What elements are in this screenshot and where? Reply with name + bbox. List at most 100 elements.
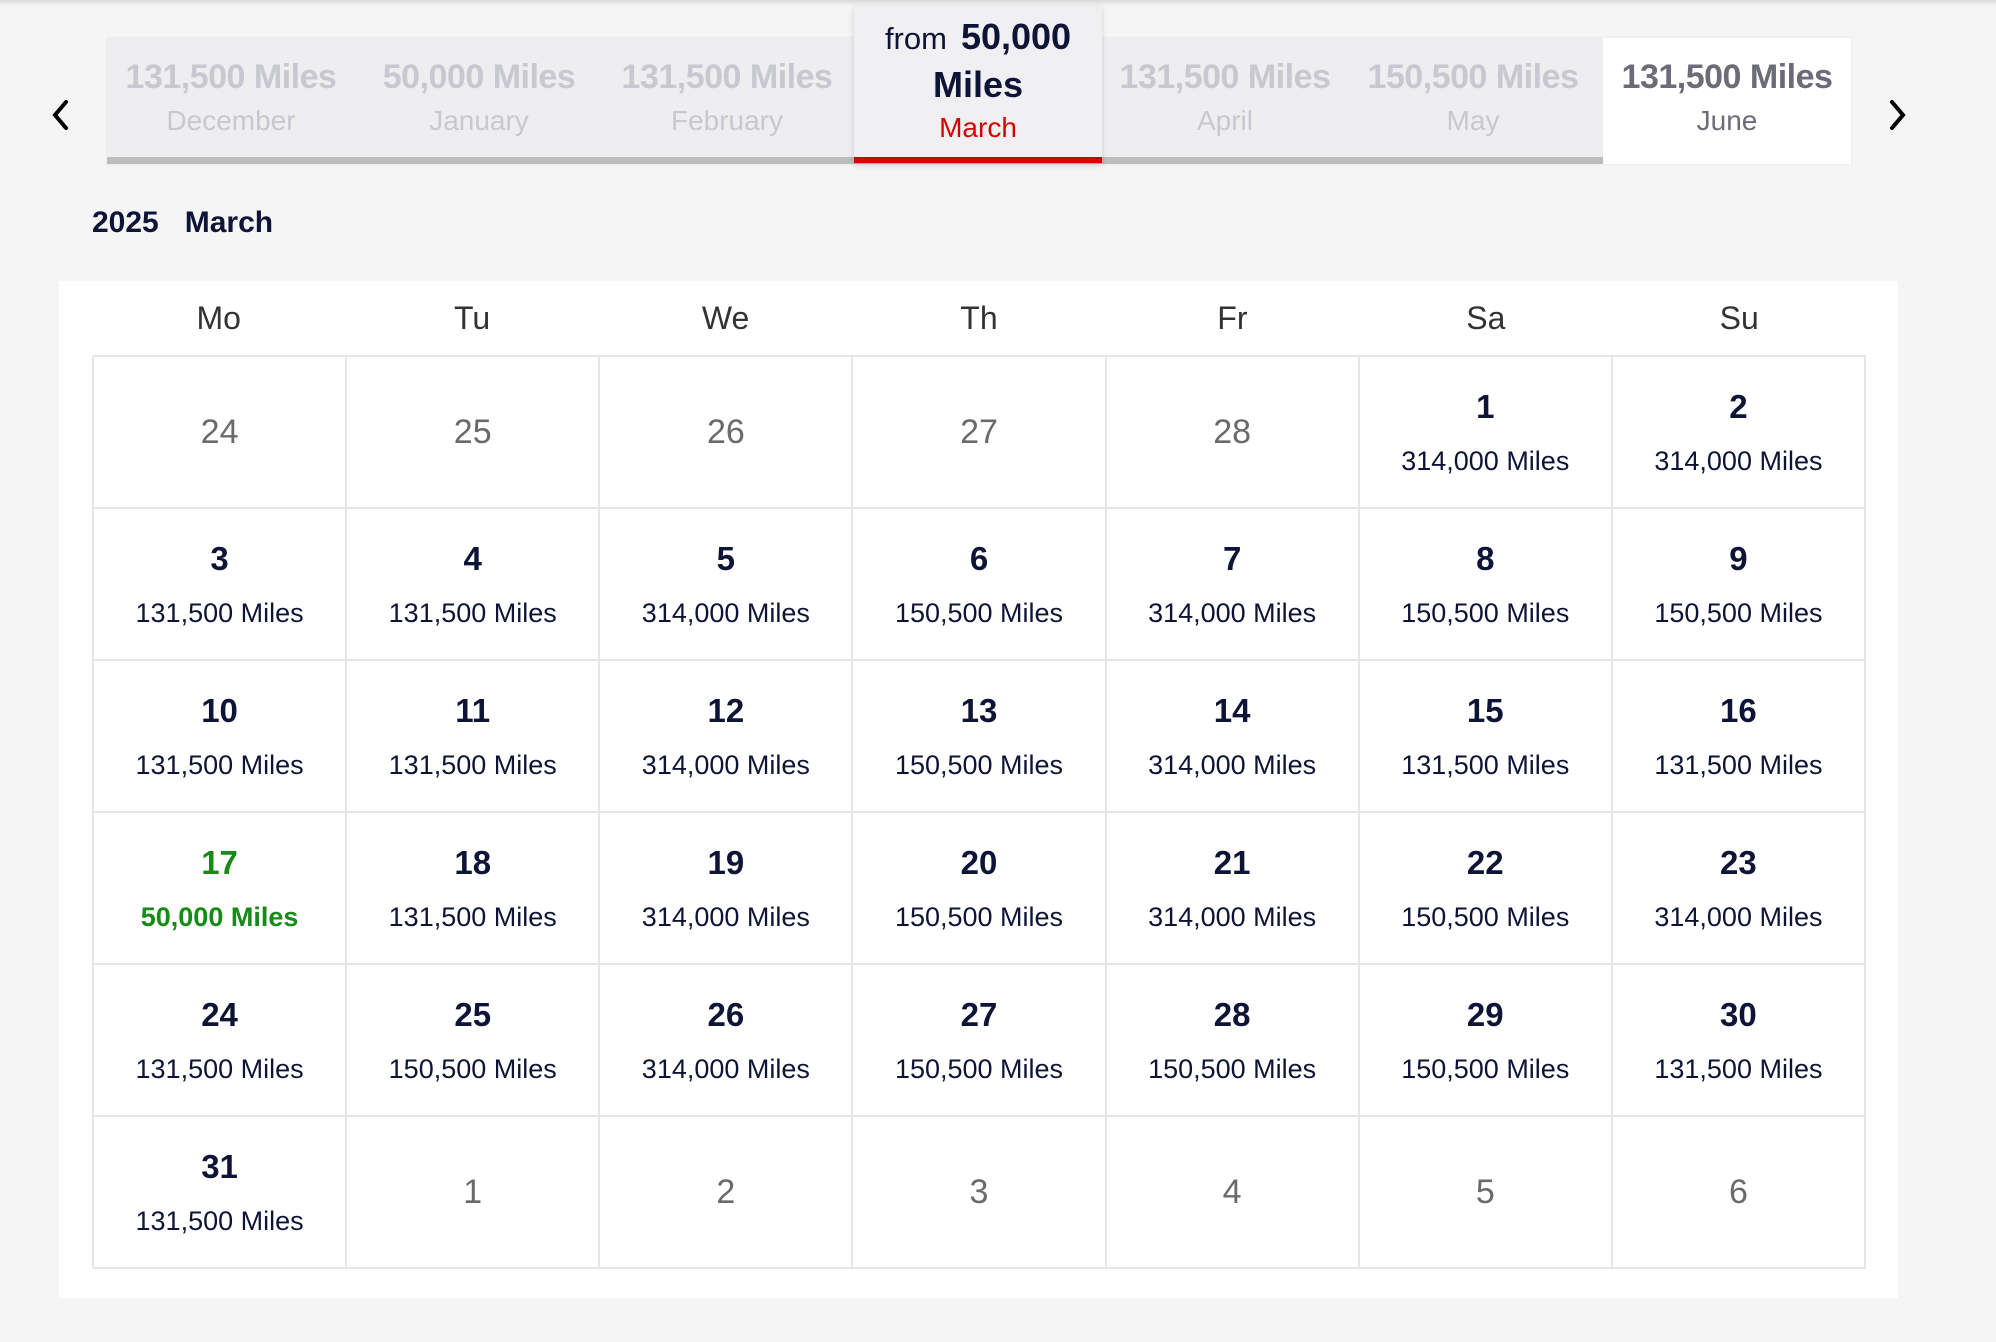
tab-january[interactable]: 50,000 Miles January [355,38,603,157]
calendar-day[interactable]: 30 131,500 Miles [1612,965,1866,1117]
day-miles-price: 131,500 Miles [135,597,304,628]
calendar-day[interactable]: 11 131,500 Miles [347,661,601,813]
calendar-day[interactable]: 20 150,500 Miles [853,813,1107,965]
day-number: 17 [201,843,238,881]
day-number: 31 [201,1147,238,1185]
tab-june[interactable]: 131,500 Miles June [1603,38,1851,164]
calendar-day[interactable]: 27 150,500 Miles [853,965,1107,1117]
day-number: 10 [201,691,238,729]
calendar-day[interactable]: 23 314,000 Miles [1612,813,1866,965]
active-tab-prefix: from [884,21,947,56]
day-number: 24 [201,995,238,1033]
tab-may[interactable]: 150,500 Miles May [1349,38,1597,157]
calendar-day[interactable]: 13 150,500 Miles [853,661,1107,813]
day-miles-price: 150,500 Miles [1148,1053,1317,1084]
calendar-day[interactable]: 26 314,000 Miles [600,965,854,1117]
calendar-day[interactable]: 22 150,500 Miles [1359,813,1613,965]
calendar-day[interactable]: 7 314,000 Miles [1106,509,1360,661]
tab-december[interactable]: 131,500 Miles December [107,38,355,157]
day-number: 15 [1466,691,1504,729]
day-miles-price: 150,500 Miles [388,1053,557,1084]
active-tab-amount: 50,000 [960,16,1072,57]
calendar-day[interactable]: 29 150,500 Miles [1359,965,1613,1117]
calendar-day[interactable]: 14 314,000 Miles [1106,661,1360,813]
day-number: 30 [1720,995,1757,1033]
calendar-day[interactable]: 3 131,500 Miles [94,509,348,661]
tab-march-active[interactable]: from 50,000 Miles March [854,6,1102,163]
day-miles-price: 131,500 Miles [388,749,557,780]
next-months-button[interactable] [1878,92,1918,138]
calendar-day-outside-month: 28 [1106,357,1360,509]
calendar-day[interactable]: 24 131,500 Miles [94,965,348,1117]
day-miles-price: 150,500 Miles [894,597,1064,628]
day-miles-price: 131,500 Miles [135,749,304,780]
tab-month: June [1696,105,1758,136]
day-number: 5 [716,539,736,577]
tab-miles: 131,500 Miles [125,58,337,96]
day-number: 18 [454,843,492,881]
calendar-day[interactable]: 1 314,000 Miles [1359,357,1613,509]
calendar-day[interactable]: 2 314,000 Miles [1612,357,1866,509]
calendar-day[interactable]: 4 131,500 Miles [347,509,601,661]
tab-miles: 131,500 Miles [1119,58,1331,96]
calendar-day[interactable]: 16 131,500 Miles [1612,661,1866,813]
day-miles-price: 131,500 Miles [388,597,557,628]
day-number: 28 [1213,995,1251,1033]
day-number: 3 [969,1172,989,1211]
day-number: 4 [463,539,482,577]
calendar-day[interactable]: 10 131,500 Miles [94,661,348,813]
day-number: 8 [1476,539,1495,577]
calendar-day[interactable]: 18 131,500 Miles [347,813,601,965]
day-number: 23 [1720,843,1757,881]
day-number: 25 [453,412,492,451]
day-number: 3 [210,539,229,577]
day-number: 20 [960,843,998,881]
active-tab-unit: Miles [932,64,1024,105]
calendar-day[interactable]: 12 314,000 Miles [600,661,854,813]
calendar-day[interactable]: 15 131,500 Miles [1359,661,1613,813]
calendar-day-outside-month: 26 [600,357,854,509]
calendar-day[interactable]: 31 131,500 Miles [94,1117,348,1269]
calendar-day[interactable]: 5 314,000 Miles [600,509,854,661]
day-number: 14 [1213,691,1251,729]
day-miles-price: 131,500 Miles [135,1053,304,1084]
calendar-day[interactable]: 17 50,000 Miles [94,813,348,965]
heading-year: 2025 [92,206,159,239]
tab-miles: 150,500 Miles [1367,58,1579,96]
calendar-day-outside-month: 24 [94,357,348,509]
day-number: 1 [1476,387,1495,425]
day-miles-price: 150,500 Miles [1401,597,1570,628]
calendar-day-outside-month: 3 [853,1117,1107,1269]
day-miles-price: 131,500 Miles [388,901,557,932]
tab-month: January [429,105,529,136]
weekday-label: Sa [1466,300,1506,336]
previous-months-button[interactable] [40,92,80,138]
calendar-day[interactable]: 6 150,500 Miles [853,509,1107,661]
tab-month: December [166,105,296,136]
calendar-day[interactable]: 19 314,000 Miles [600,813,854,965]
weekday-label: Tu [454,300,491,336]
calendar-day[interactable]: 25 150,500 Miles [347,965,601,1117]
day-miles-price: 314,000 Miles [641,597,810,628]
calendar-day[interactable]: 9 150,500 Miles [1612,509,1866,661]
calendar-day[interactable]: 21 314,000 Miles [1106,813,1360,965]
day-number: 22 [1466,843,1504,881]
day-miles-price: 314,000 Miles [1148,597,1317,628]
tab-february[interactable]: 131,500 Miles February [603,38,851,157]
top-shadow [0,0,1996,6]
tab-april[interactable]: 131,500 Miles April [1101,38,1349,157]
calendar-day-outside-month: 4 [1106,1117,1360,1269]
tab-month: February [670,105,784,136]
day-miles-price: 314,000 Miles [1401,445,1570,476]
day-miles-price: 314,000 Miles [1148,901,1317,932]
day-number: 2 [1729,387,1748,425]
day-miles-price: 314,000 Miles [1148,749,1317,780]
calendar-day[interactable]: 8 150,500 Miles [1359,509,1613,661]
active-tab-month: March [939,112,1017,143]
day-miles-price: 150,500 Miles [894,749,1064,780]
calendar-day[interactable]: 28 150,500 Miles [1106,965,1360,1117]
day-number: 25 [454,995,492,1033]
weekday-label: We [701,300,750,336]
calendar-day-outside-month: 6 [1612,1117,1866,1269]
chevron-left-icon [52,100,68,130]
